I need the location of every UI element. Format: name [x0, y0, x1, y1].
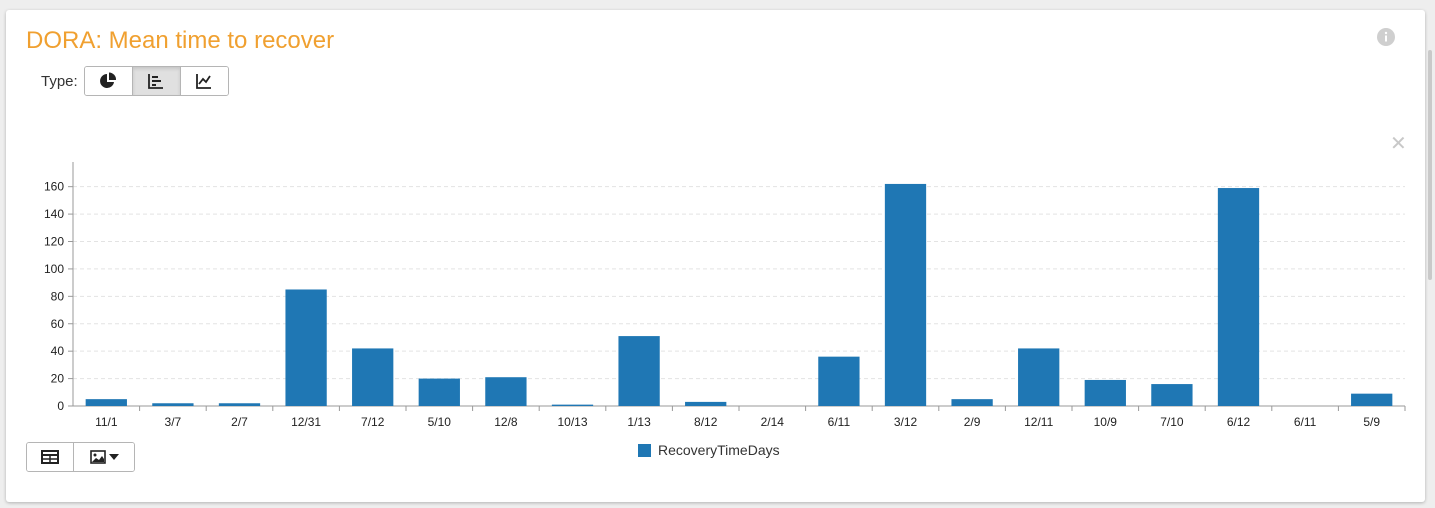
legend-label: RecoveryTimeDays — [658, 442, 780, 458]
bar — [618, 336, 660, 406]
bar-chart: 0 20 40 60 80 100 120 140 160 11/1 3/7 2/7 12/31 7/12… — [44, 162, 1406, 429]
bar — [551, 404, 594, 406]
table-icon — [41, 450, 59, 464]
x-tick-label: 5/10 — [428, 415, 452, 429]
view-options-group — [26, 442, 135, 472]
bar — [1351, 393, 1393, 406]
x-tick-label: 6/11 — [1294, 415, 1317, 429]
pie-chart-icon — [100, 72, 117, 88]
x-tick-label: 10/9 — [1094, 415, 1118, 429]
scrollbar[interactable] — [1428, 50, 1432, 280]
x-tick-label: 3/7 — [165, 415, 182, 429]
x-tick-label: 3/12 — [894, 415, 918, 429]
bar — [418, 378, 460, 406]
bar — [152, 403, 194, 406]
bar — [818, 356, 860, 406]
x-tick-label: 10/13 — [557, 415, 587, 429]
x-tick-label: 12/11 — [1024, 415, 1053, 429]
x-tick-label: 12/31 — [291, 415, 321, 429]
y-tick-label: 140 — [44, 207, 64, 221]
y-tick-label: 100 — [44, 262, 64, 276]
x-tick-label: 2/9 — [964, 415, 981, 429]
bar — [85, 399, 127, 406]
info-icon[interactable] — [1376, 27, 1396, 47]
x-tick-label: 1/13 — [627, 415, 651, 429]
x-tick-label: 6/12 — [1227, 415, 1251, 429]
x-tick-label: 8/12 — [694, 415, 718, 429]
y-tick-label: 20 — [51, 372, 65, 386]
bar — [218, 403, 261, 406]
bar-chart-button[interactable] — [131, 67, 180, 95]
chart-type-button-group — [83, 66, 229, 96]
bar — [1018, 348, 1060, 406]
y-tick-label: 40 — [51, 344, 65, 358]
chart-legend[interactable]: RecoveryTimeDays — [638, 442, 780, 458]
bar — [485, 377, 527, 406]
page-title: DORA: Mean time to recover — [26, 27, 335, 54]
line-chart-icon — [196, 74, 212, 89]
x-tick-label: 7/12 — [361, 415, 385, 429]
export-image-dropdown[interactable] — [73, 443, 134, 471]
bar — [685, 401, 727, 406]
x-tick-label: 7/10 — [1160, 415, 1184, 429]
bar — [1084, 379, 1126, 406]
y-tick-label: 120 — [44, 235, 64, 249]
x-tick-label: 2/7 — [231, 415, 248, 429]
chart-panel: DORA: Mean time to recover Type: — [6, 10, 1425, 502]
legend-swatch — [638, 443, 651, 457]
x-tick-label: 5/9 — [1363, 415, 1380, 429]
bar — [1217, 188, 1260, 406]
y-tick-label: 0 — [57, 399, 64, 413]
image-icon — [89, 450, 106, 464]
type-label: Type: — [41, 72, 78, 90]
pie-chart-button[interactable] — [84, 67, 132, 95]
bar — [884, 183, 927, 406]
y-tick-label: 60 — [51, 317, 65, 331]
bar — [285, 289, 327, 406]
y-tick-label: 160 — [44, 180, 64, 194]
chart-type-selector: Type: — [41, 66, 229, 96]
bar — [1151, 384, 1193, 406]
close-icon[interactable]: ✕ — [1390, 133, 1407, 155]
x-tick-label: 11/1 — [95, 415, 118, 429]
caret-down-icon — [108, 454, 119, 460]
bar — [951, 399, 993, 406]
y-tick-label: 80 — [51, 289, 65, 303]
x-tick-label: 2/14 — [761, 415, 785, 429]
x-tick-label: 12/8 — [494, 415, 518, 429]
bar — [352, 348, 394, 406]
table-view-button[interactable] — [27, 443, 73, 471]
line-chart-button[interactable] — [179, 67, 228, 95]
x-tick-label: 6/11 — [828, 415, 851, 429]
bar-chart-icon — [148, 74, 164, 89]
